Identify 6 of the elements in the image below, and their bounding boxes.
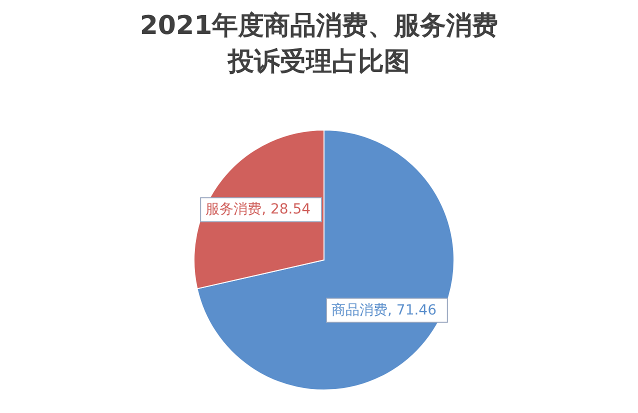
chart-title: 2021年度商品消费、服务消费投诉受理占比图: [138, 10, 500, 79]
data-label: , 28.54: [262, 202, 311, 218]
slice-label: 服务消费: [206, 202, 262, 218]
pie-slice: [196, 130, 454, 390]
data-label: , 71.46: [388, 302, 437, 318]
slice-label: 商品消费: [332, 302, 388, 318]
